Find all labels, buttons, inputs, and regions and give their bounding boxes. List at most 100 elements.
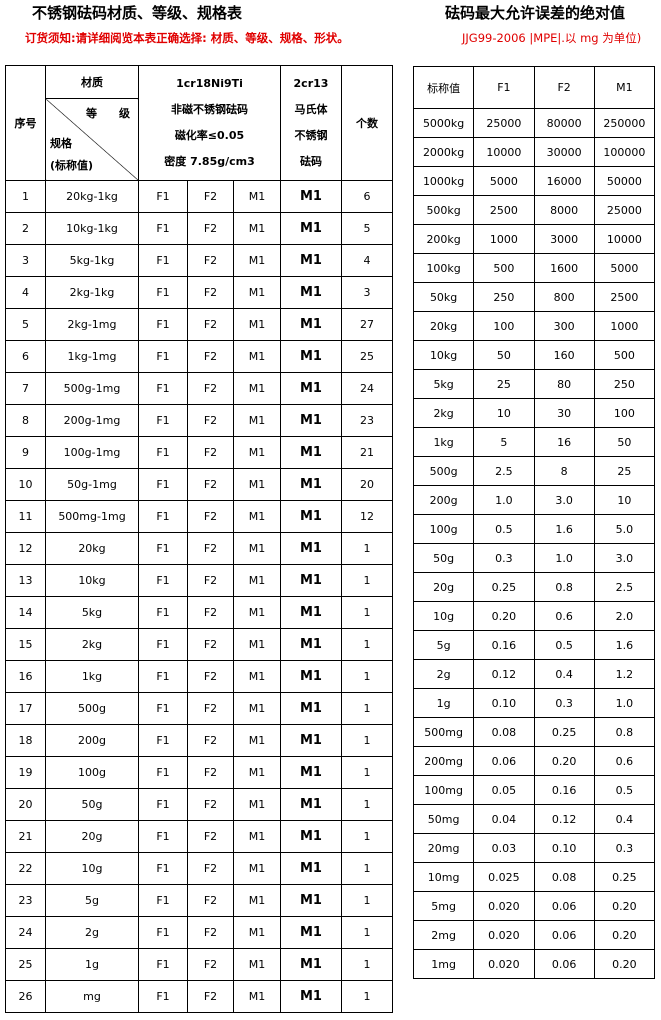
cell: M1 <box>233 404 281 437</box>
table-row: 1mg 0.020 0.06 0.20 <box>412 949 656 979</box>
cell: M1 <box>233 788 281 821</box>
cell: F1 <box>138 756 188 789</box>
cell: M1 <box>233 724 281 757</box>
table-row: 11 500mg-1mg F1 F2 M1 M1 12 <box>5 500 393 533</box>
cell: M1 <box>233 212 281 245</box>
table-row: 26 mg F1 F2 M1 M1 1 <box>5 980 393 1013</box>
cell: 50g <box>412 543 475 573</box>
cell: 25 <box>5 948 46 981</box>
cell: 5000kg <box>412 108 475 138</box>
cell: 0.3 <box>593 833 656 863</box>
table-row: 20kg 100 300 1000 <box>412 311 656 341</box>
cell: 2mg <box>412 920 475 950</box>
cell: F2 <box>187 660 234 693</box>
cell: 16000 <box>533 166 595 196</box>
cell: 0.4 <box>533 659 595 689</box>
cell: F1 <box>138 276 188 309</box>
cell: 100000 <box>593 137 656 167</box>
cell: 0.25 <box>533 717 595 747</box>
cell: M1 <box>280 244 342 277</box>
cell: 2.0 <box>593 601 656 631</box>
cell: F2 <box>187 788 234 821</box>
cell: F1 <box>138 948 188 981</box>
cell: 10 <box>473 398 535 428</box>
cell: F1 <box>138 212 188 245</box>
cell: 2g <box>412 659 475 689</box>
table-row: 7 500g-1mg F1 F2 M1 M1 24 <box>5 372 393 405</box>
cell: F2 <box>187 340 234 373</box>
table-row: 2g 0.12 0.4 1.2 <box>412 659 656 689</box>
cell: F2 <box>187 372 234 405</box>
cell: 0.20 <box>593 920 656 950</box>
cell: 0.06 <box>533 891 595 921</box>
cell: 10kg-1kg <box>45 212 139 245</box>
cell: 50000 <box>593 166 656 196</box>
cell: M1 <box>233 372 281 405</box>
cell: 200g <box>45 724 139 757</box>
cell: 80 <box>533 369 595 399</box>
cell: F1 <box>138 628 188 661</box>
cell: F1 <box>138 180 188 213</box>
cell: 1000 <box>593 311 656 341</box>
cell: M1 <box>233 628 281 661</box>
cell: M1 <box>233 308 281 341</box>
cell: 50mg <box>412 804 475 834</box>
cell: M1 <box>280 308 342 341</box>
cell: 0.12 <box>533 804 595 834</box>
cell: 16 <box>5 660 46 693</box>
cell: 12 <box>341 500 393 533</box>
table-row: 3 5kg-1kg F1 F2 M1 M1 4 <box>5 244 393 277</box>
cell: 0.6 <box>593 746 656 776</box>
cell: 11 <box>5 500 46 533</box>
cell: 100kg <box>412 253 475 283</box>
cell: F1 <box>138 884 188 917</box>
table-row: 100kg 500 1600 5000 <box>412 253 656 283</box>
cell: 0.8 <box>533 572 595 602</box>
cell: 0.5 <box>533 630 595 660</box>
cell: 100g-1mg <box>45 436 139 469</box>
cell: 20g <box>45 820 139 853</box>
cell: 10kg <box>45 564 139 597</box>
table-row: 5000kg 25000 80000 250000 <box>412 108 656 138</box>
cell: 500mg-1mg <box>45 500 139 533</box>
cell: 5 <box>5 308 46 341</box>
cell: 0.3 <box>533 688 595 718</box>
cell: 3.0 <box>593 543 656 573</box>
cell: M1 <box>280 532 342 565</box>
cell: 5 <box>473 427 535 457</box>
table-row: 10kg 50 160 500 <box>412 340 656 370</box>
cell: 0.25 <box>473 572 535 602</box>
cell: 500g <box>45 692 139 725</box>
cell: 0.25 <box>593 862 656 892</box>
cell: 160 <box>533 340 595 370</box>
cell: 50g-1mg <box>45 468 139 501</box>
cell: 2500 <box>473 195 535 225</box>
cell: 5mg <box>412 891 475 921</box>
cell: M1 <box>280 820 342 853</box>
cell: 0.025 <box>473 862 535 892</box>
cell: M1 <box>233 564 281 597</box>
cell: 80000 <box>533 108 595 138</box>
cell: 7 <box>5 372 46 405</box>
cell: 1 <box>341 916 393 949</box>
cell: 0.020 <box>473 949 535 979</box>
cell: 25000 <box>473 108 535 138</box>
cell: 1 <box>341 724 393 757</box>
cell: F2 <box>187 884 234 917</box>
cell: M1 <box>233 532 281 565</box>
cell: 21 <box>341 436 393 469</box>
cell: 0.04 <box>473 804 535 834</box>
table-row: 10mg 0.025 0.08 0.25 <box>412 862 656 892</box>
cell: 2kg <box>412 398 475 428</box>
cell: 8000 <box>533 195 595 225</box>
column-header: 标称值 <box>412 66 475 109</box>
cell: 5.0 <box>593 514 656 544</box>
right-title: 砝码最大允许误差的绝对值 <box>445 4 626 22</box>
cell: 50g <box>45 788 139 821</box>
cell: 21 <box>5 820 46 853</box>
cell: 10000 <box>473 137 535 167</box>
cell: 500g-1mg <box>45 372 139 405</box>
cell: 3 <box>5 244 46 277</box>
cell: 20 <box>341 468 393 501</box>
cell: 1 <box>341 852 393 885</box>
